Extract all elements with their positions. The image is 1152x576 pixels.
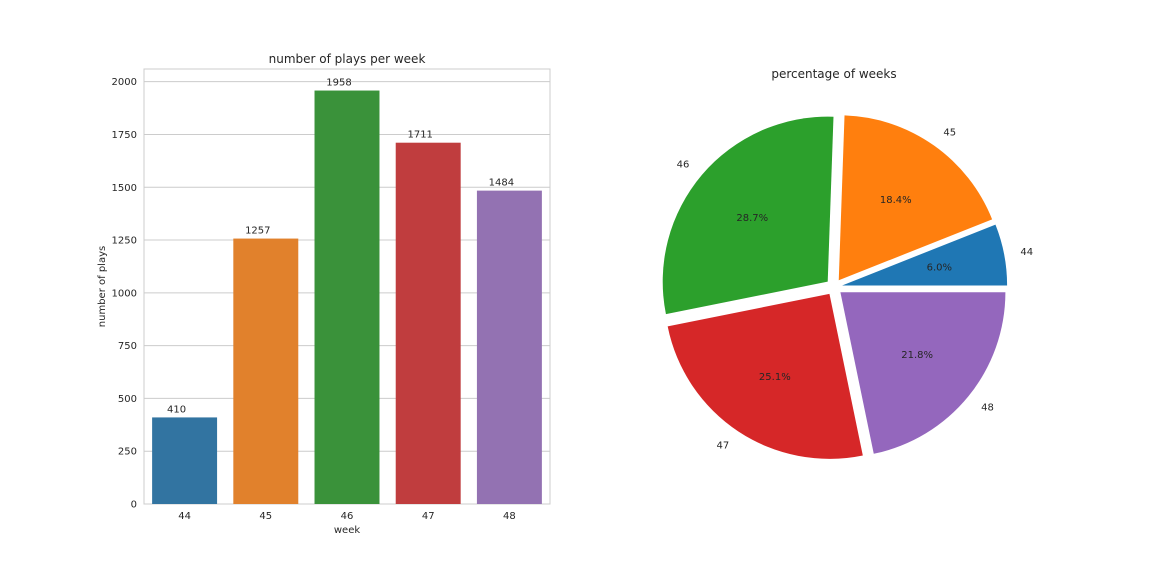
bar-data-label: 1711	[407, 130, 432, 141]
pie-percent-label: 25.1%	[759, 372, 791, 383]
pie-slice-week-45	[838, 115, 993, 281]
bar-week-46	[314, 90, 380, 505]
bar-x-axis-label: week	[334, 525, 360, 536]
bar-data-label: 1958	[326, 78, 351, 89]
x-tick-label: 45	[259, 511, 272, 522]
pie-chart: percentage of weeks 44 6.0% 45 18.4% 46 28.7%…	[662, 67, 1033, 459]
bar-data-label: 1257	[245, 226, 270, 237]
bar-data-label: 1484	[489, 178, 514, 189]
bar-week-45	[233, 238, 299, 504]
y-tick-label: 2000	[112, 77, 137, 88]
pie-slice-week-44	[842, 224, 1008, 286]
y-tick-label: 1500	[112, 183, 137, 194]
pie-slice-label: 48	[981, 402, 994, 413]
pie-percent-label: 21.8%	[901, 350, 933, 361]
bar-week-44	[152, 417, 218, 504]
pie-slice-week-47	[667, 293, 863, 459]
y-tick-label: 1750	[112, 130, 137, 141]
x-tick-label: 47	[422, 511, 435, 522]
y-tick-label: 1000	[112, 288, 137, 299]
pie-slice-label: 47	[717, 441, 730, 452]
pie-percent-label: 6.0%	[927, 262, 952, 273]
pie-slice-label: 45	[943, 127, 956, 138]
bar-series: 410 1257 1958 1711 1484	[152, 78, 542, 505]
y-tick-label: 750	[118, 341, 137, 352]
bar-data-label: 410	[167, 404, 186, 415]
bar-week-48	[476, 190, 542, 504]
bar-tick-labels: 0 250 500 750 1000 1250 1500 1750 2000 44 45 46 47 48	[112, 77, 516, 522]
y-tick-label: 1250	[112, 236, 137, 247]
pie-slice-label: 44	[1020, 247, 1033, 258]
pie-slice-week-46	[662, 116, 834, 315]
pie-chart-title: percentage of weeks	[771, 67, 896, 81]
x-tick-label: 44	[178, 511, 191, 522]
x-tick-label: 48	[503, 511, 516, 522]
pie-percent-label: 28.7%	[736, 213, 768, 224]
y-tick-label: 0	[131, 500, 137, 511]
pie-slices: 44 6.0% 45 18.4% 46 28.7% 47 25.1% 48 21.8%	[662, 115, 1033, 459]
bar-week-47	[395, 142, 461, 505]
y-tick-label: 500	[118, 394, 137, 405]
bar-chart-title: number of plays per week	[269, 52, 426, 66]
bar-y-axis-label: number of plays	[97, 246, 108, 327]
y-tick-label: 250	[118, 447, 137, 458]
x-tick-label: 46	[341, 511, 354, 522]
pie-percent-label: 18.4%	[880, 195, 912, 206]
bar-chart: 410 1257 1958 1711 1484 0 250 500 750 1000 1250 15…	[97, 52, 551, 536]
pie-slice-week-48	[840, 292, 1006, 454]
pie-slice-label: 46	[677, 160, 690, 171]
